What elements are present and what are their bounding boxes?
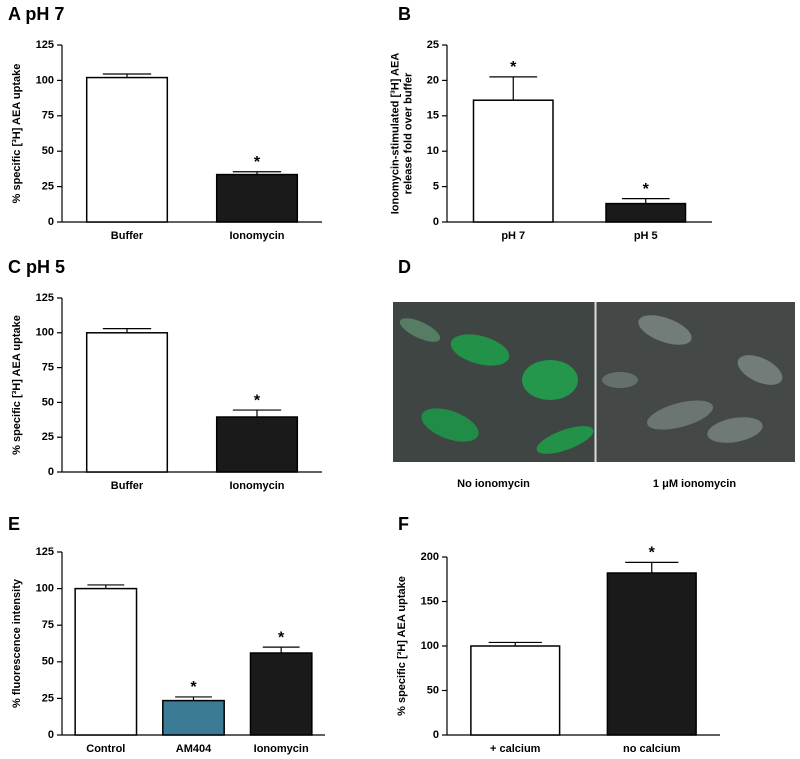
y-tick-label: 25 <box>42 692 54 704</box>
significance-marker: * <box>649 545 656 562</box>
y-tick-label: 5 <box>433 181 439 193</box>
x-tick-label: Ionomycin <box>229 230 284 242</box>
bar <box>85 332 169 473</box>
x-tick-label: AM404 <box>176 743 212 755</box>
panel-title: D <box>398 257 411 277</box>
microscopy-images <box>393 302 795 462</box>
y-tick-label: 100 <box>36 74 54 86</box>
x-tick-label: Ionomycin <box>229 480 284 492</box>
y-tick-label: 50 <box>42 145 54 157</box>
significance-marker: * <box>190 679 197 696</box>
y-tick-label: 100 <box>36 327 54 339</box>
y-tick-label: 20 <box>427 74 439 86</box>
y-tick-label: 75 <box>42 110 54 122</box>
bar <box>85 76 169 223</box>
cell <box>737 355 783 385</box>
bar <box>605 202 687 223</box>
bar <box>162 699 225 736</box>
y-tick-label: 25 <box>42 431 54 443</box>
cell <box>421 408 479 442</box>
y-axis-label: % specific [³H] AEA uptake <box>11 64 23 204</box>
y-tick-label: 10 <box>427 145 439 157</box>
cell <box>399 318 441 342</box>
bar <box>215 416 299 473</box>
panel-title: F <box>398 514 409 534</box>
significance-marker: * <box>278 629 285 646</box>
significance-marker: * <box>643 181 650 198</box>
bar <box>472 99 554 223</box>
cell <box>707 417 763 443</box>
bar <box>606 572 697 736</box>
significance-marker: * <box>254 154 261 171</box>
y-tick-label: 50 <box>42 396 54 408</box>
y-tick-label: 0 <box>48 729 54 741</box>
y-tick-label: 75 <box>42 619 54 631</box>
y-axis-label: % fluorescence intensity <box>11 578 23 708</box>
bar <box>470 645 561 736</box>
panel-title: C pH 5 <box>8 257 65 277</box>
panel-title: E <box>8 514 20 534</box>
y-axis-label: Ionomycin-stimulated [³H] AEA <box>389 53 401 215</box>
y-tick-label: 150 <box>421 595 439 607</box>
y-tick-label: 0 <box>48 466 54 478</box>
y-tick-label: 0 <box>48 216 54 228</box>
y-tick-label: 100 <box>421 640 439 652</box>
cell <box>536 426 594 454</box>
panel-title: A pH 7 <box>8 4 64 24</box>
y-tick-label: 75 <box>42 362 54 374</box>
significance-marker: * <box>254 392 261 409</box>
cell <box>522 360 578 400</box>
x-tick-label: pH 5 <box>634 230 658 242</box>
y-tick-label: 0 <box>433 216 439 228</box>
bar <box>74 587 138 736</box>
y-tick-label: 0 <box>433 729 439 741</box>
y-tick-label: 25 <box>427 39 439 51</box>
cell <box>450 334 510 366</box>
image-label: 1 μM ionomycin <box>653 478 736 490</box>
x-tick-label: Buffer <box>111 480 144 492</box>
cell <box>647 400 713 430</box>
bar <box>215 173 299 223</box>
y-tick-label: 100 <box>36 583 54 595</box>
y-tick-label: 25 <box>42 181 54 193</box>
x-tick-label: Ionomycin <box>254 743 309 755</box>
y-tick-label: 200 <box>421 551 439 563</box>
cell <box>602 372 638 388</box>
significance-marker: * <box>510 59 517 76</box>
x-tick-label: + calcium <box>490 743 541 755</box>
y-tick-label: 50 <box>42 656 54 668</box>
x-tick-label: no calcium <box>623 743 681 755</box>
cell <box>638 315 692 345</box>
bar <box>249 652 313 736</box>
y-tick-label: 15 <box>427 110 439 122</box>
y-tick-label: 125 <box>36 39 54 51</box>
x-tick-label: Control <box>86 743 125 755</box>
y-tick-label: 125 <box>36 546 54 558</box>
y-axis-label: % specific [³H] AEA uptake <box>396 576 408 716</box>
panel-title: B <box>398 4 411 24</box>
y-tick-label: 125 <box>36 292 54 304</box>
y-axis-label: % specific [³H] AEA uptake <box>11 315 23 455</box>
x-tick-label: pH 7 <box>501 230 525 242</box>
y-tick-label: 50 <box>427 684 439 696</box>
y-axis-label: release fold over buffer <box>402 72 414 194</box>
image-label: No ionomycin <box>457 478 530 490</box>
x-tick-label: Buffer <box>111 230 144 242</box>
